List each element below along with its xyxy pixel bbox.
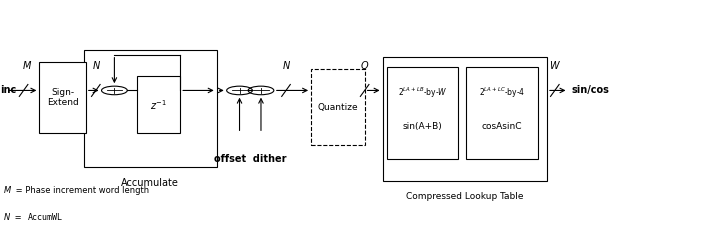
Text: M: M [23, 61, 31, 71]
Text: = Phase increment word length: = Phase increment word length [13, 186, 149, 195]
Text: $z^{-1}$: $z^{-1}$ [150, 98, 167, 112]
Text: cosAsinC: cosAsinC [482, 123, 522, 131]
Text: $2^{LA+LB}$-by-$W$: $2^{LA+LB}$-by-$W$ [398, 85, 448, 100]
FancyBboxPatch shape [84, 50, 217, 167]
Text: Quantize: Quantize [317, 103, 358, 112]
Text: inc: inc [0, 85, 16, 95]
Text: N: N [282, 61, 290, 71]
Text: Q: Q [361, 61, 368, 71]
Text: M: M [4, 186, 11, 195]
Text: N: N [4, 213, 10, 222]
FancyBboxPatch shape [387, 67, 458, 159]
Text: AccumWL: AccumWL [27, 213, 62, 222]
FancyBboxPatch shape [466, 67, 538, 159]
Text: Sign-
Extend: Sign- Extend [46, 88, 79, 107]
FancyBboxPatch shape [311, 69, 365, 145]
FancyBboxPatch shape [39, 62, 86, 133]
Text: Compressed Lookup Table: Compressed Lookup Table [406, 192, 523, 201]
Text: $2^{LA+LC}$-by-4: $2^{LA+LC}$-by-4 [479, 85, 525, 100]
Text: sin/cos: sin/cos [572, 85, 610, 95]
FancyBboxPatch shape [137, 76, 180, 133]
Text: offset  dither: offset dither [214, 154, 287, 164]
Text: sin(A+B): sin(A+B) [403, 123, 443, 131]
FancyBboxPatch shape [383, 57, 547, 181]
Text: N: N [93, 61, 100, 71]
Text: Accumulate: Accumulate [122, 178, 179, 188]
Text: W: W [549, 61, 559, 71]
Text: =: = [11, 213, 24, 222]
